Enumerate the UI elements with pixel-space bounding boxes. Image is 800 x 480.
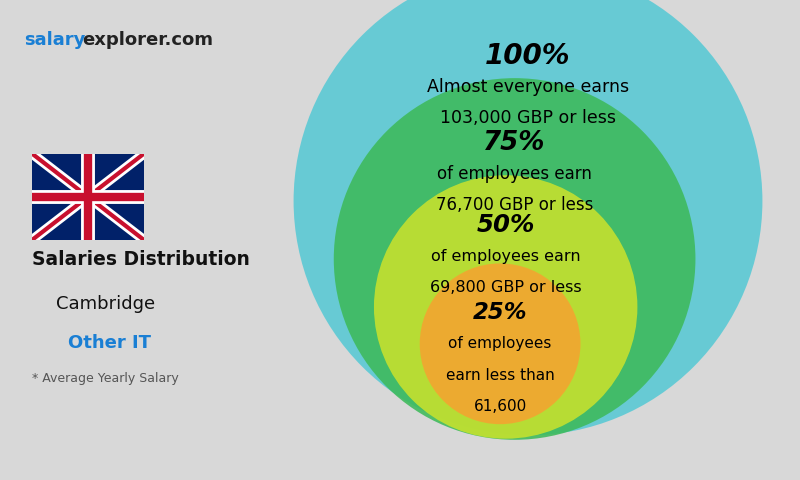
Text: Almost everyone earns: Almost everyone earns bbox=[427, 78, 629, 96]
Text: 103,000 GBP or less: 103,000 GBP or less bbox=[440, 109, 616, 127]
Text: 61,600: 61,600 bbox=[474, 399, 526, 414]
Text: salary: salary bbox=[24, 31, 86, 49]
Text: 69,800 GBP or less: 69,800 GBP or less bbox=[430, 280, 582, 296]
Text: explorer.com: explorer.com bbox=[82, 31, 214, 49]
Text: 25%: 25% bbox=[473, 301, 527, 324]
Text: 75%: 75% bbox=[483, 130, 546, 156]
Circle shape bbox=[420, 264, 581, 424]
Text: Other IT: Other IT bbox=[68, 334, 151, 351]
Text: 76,700 GBP or less: 76,700 GBP or less bbox=[436, 196, 594, 215]
Circle shape bbox=[294, 0, 762, 435]
Text: earn less than: earn less than bbox=[446, 368, 554, 383]
Text: of employees earn: of employees earn bbox=[431, 249, 581, 264]
Circle shape bbox=[334, 78, 695, 440]
Text: 100%: 100% bbox=[486, 42, 570, 70]
Circle shape bbox=[374, 175, 638, 439]
Text: * Average Yearly Salary: * Average Yearly Salary bbox=[32, 372, 178, 385]
Text: Cambridge: Cambridge bbox=[56, 295, 155, 313]
Text: Salaries Distribution: Salaries Distribution bbox=[32, 250, 250, 269]
Text: 50%: 50% bbox=[477, 214, 535, 238]
Text: of employees earn: of employees earn bbox=[437, 165, 592, 183]
Text: of employees: of employees bbox=[449, 336, 552, 351]
